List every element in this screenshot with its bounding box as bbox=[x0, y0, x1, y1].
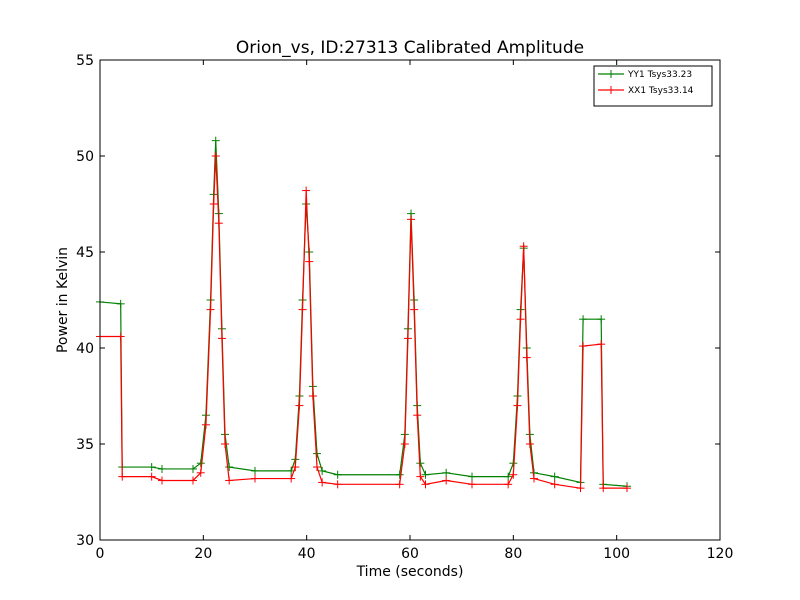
y-tick-label: 30 bbox=[76, 533, 94, 549]
data-point bbox=[421, 480, 430, 489]
data-point bbox=[395, 480, 404, 489]
data-point bbox=[189, 476, 197, 485]
data-point bbox=[597, 315, 606, 324]
data-point bbox=[318, 466, 327, 475]
data-point bbox=[147, 472, 156, 481]
data-point bbox=[298, 305, 307, 314]
data-point bbox=[623, 484, 631, 493]
legend-box bbox=[593, 65, 713, 107]
data-point bbox=[217, 334, 226, 343]
data-point bbox=[525, 440, 534, 448]
data-point bbox=[225, 476, 234, 485]
x-tick-label: 20 bbox=[194, 546, 212, 562]
data-point bbox=[287, 474, 296, 483]
x-axis-label: Time (seconds) bbox=[356, 564, 464, 580]
x-tick-label: 0 bbox=[96, 546, 105, 562]
data-point bbox=[468, 480, 476, 489]
series-line bbox=[100, 155, 627, 489]
data-point bbox=[522, 353, 531, 362]
data-point bbox=[308, 392, 317, 400]
data-point bbox=[504, 480, 513, 489]
data-point bbox=[576, 484, 585, 493]
data-point bbox=[158, 464, 166, 473]
data-point bbox=[333, 470, 342, 479]
legend[interactable]: YY1 Tsys33.23 XX1 Tsys33.14 bbox=[593, 65, 713, 107]
x-tick-label: 120 bbox=[707, 546, 734, 562]
x-tick-label: 40 bbox=[298, 546, 316, 562]
data-point bbox=[214, 219, 223, 228]
data-point bbox=[421, 470, 430, 479]
data-point bbox=[116, 332, 125, 341]
data-point bbox=[313, 463, 321, 472]
data-point bbox=[550, 480, 559, 489]
data-point bbox=[147, 463, 156, 472]
legend-marker bbox=[607, 70, 615, 78]
data-point bbox=[407, 215, 416, 224]
data-point bbox=[302, 186, 311, 195]
data-point bbox=[196, 459, 205, 468]
data-point bbox=[201, 420, 210, 429]
y-axis: 30 35 40 45 50 55 bbox=[76, 53, 720, 549]
data-point bbox=[318, 478, 327, 487]
data-point bbox=[221, 440, 230, 448]
x-tick-label: 100 bbox=[603, 546, 630, 562]
y-tick-label: 35 bbox=[76, 437, 94, 453]
data-point bbox=[516, 315, 525, 324]
data-point bbox=[468, 472, 476, 481]
legend-marker bbox=[607, 86, 615, 94]
y-tick-label: 50 bbox=[76, 149, 94, 165]
data-point bbox=[416, 472, 425, 481]
x-axis: 0 20 40 60 80 100 120 bbox=[96, 60, 734, 562]
data-point bbox=[225, 463, 234, 472]
data-point bbox=[189, 464, 197, 473]
data-point bbox=[206, 305, 215, 314]
data-point bbox=[305, 257, 314, 266]
data-point bbox=[211, 152, 220, 160]
data-point bbox=[251, 466, 259, 475]
legend-item[interactable]: YY1 Tsys33.23 bbox=[598, 70, 692, 80]
chart-title: Orion_vs, ID:27313 Calibrated Amplitude bbox=[236, 38, 584, 58]
y-axis-label: Power in Kelvin bbox=[55, 247, 71, 353]
data-point bbox=[579, 315, 588, 324]
data-point bbox=[504, 472, 513, 481]
y-tick-label: 45 bbox=[76, 245, 94, 261]
data-point bbox=[333, 480, 342, 489]
x-tick-label: 60 bbox=[401, 546, 419, 562]
data-point bbox=[597, 340, 606, 349]
data-point bbox=[295, 401, 304, 410]
data-point bbox=[291, 463, 300, 472]
data-point bbox=[403, 334, 412, 343]
data-point bbox=[251, 474, 259, 483]
data-point bbox=[395, 470, 404, 479]
y-tick-label: 40 bbox=[76, 341, 94, 357]
data-point bbox=[116, 299, 125, 308]
data-point bbox=[442, 476, 451, 485]
data-point bbox=[400, 440, 409, 448]
data-point bbox=[519, 242, 528, 251]
data-point bbox=[579, 342, 588, 351]
data-point bbox=[442, 468, 451, 477]
data-point bbox=[118, 472, 127, 481]
data-point bbox=[530, 474, 538, 483]
x-tick-label: 80 bbox=[504, 546, 522, 562]
y-tick-label: 55 bbox=[76, 53, 94, 69]
data-point bbox=[550, 472, 559, 481]
data-point bbox=[209, 200, 218, 208]
plot-area bbox=[96, 136, 631, 493]
data-point bbox=[599, 484, 608, 493]
data-point bbox=[313, 449, 321, 458]
data-point bbox=[509, 470, 518, 479]
series-1 bbox=[96, 152, 631, 493]
data-point bbox=[410, 305, 419, 314]
legend-label: XX1 Tsys33.14 bbox=[628, 86, 694, 96]
data-point bbox=[158, 476, 166, 485]
data-point bbox=[196, 468, 205, 477]
series-markers bbox=[96, 152, 631, 493]
data-point bbox=[513, 401, 522, 410]
legend-label: YY1 Tsys33.23 bbox=[627, 70, 692, 80]
legend-item[interactable]: XX1 Tsys33.14 bbox=[598, 86, 694, 96]
data-point bbox=[413, 411, 422, 420]
data-point bbox=[211, 136, 220, 145]
